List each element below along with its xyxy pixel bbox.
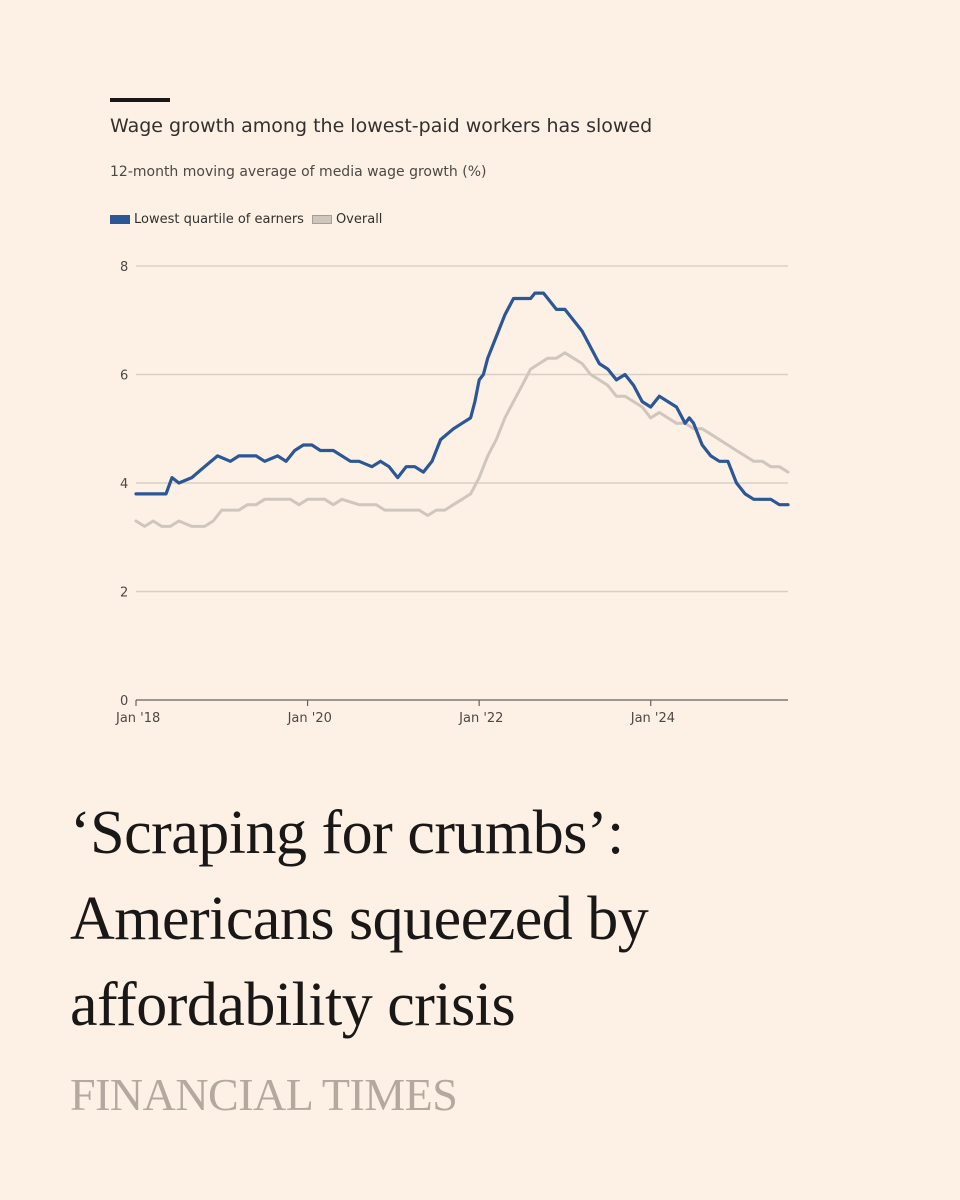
x-tick-label: Jan '22 bbox=[458, 711, 503, 726]
chart-subtitle: 12-month moving average of media wage gr… bbox=[110, 164, 487, 180]
legend-swatch-overall bbox=[311, 215, 332, 224]
y-tick-label: 4 bbox=[120, 477, 128, 492]
y-tick-label: 0 bbox=[120, 694, 128, 709]
x-tick-label: Jan '18 bbox=[115, 711, 160, 726]
series-line-overall bbox=[134, 351, 790, 528]
chart-legend: Lowest quartile of earners Overall bbox=[110, 212, 390, 227]
y-tick-label: 2 bbox=[120, 586, 128, 601]
series-line-lowest-quartile bbox=[134, 291, 790, 507]
y-tick-label: 8 bbox=[120, 260, 128, 275]
line-chart: 0 2 4 6 8 Jan '18 Jan '20 Jan '22 Jan '24 bbox=[115, 260, 790, 726]
chart-title: Wage growth among the lowest-paid worker… bbox=[110, 115, 653, 137]
legend-item-lowest-quartile: Lowest quartile of earners bbox=[110, 212, 304, 227]
x-tick-label: Jan '20 bbox=[287, 711, 332, 726]
legend-label-lowest-quartile: Lowest quartile of earners bbox=[134, 212, 304, 227]
legend-label-overall: Overall bbox=[335, 212, 383, 227]
chart-accent-bar bbox=[110, 98, 170, 102]
brand-logo-text: FINANCIAL TIMES bbox=[70, 1069, 458, 1120]
headline-line-3: affordability crisis bbox=[70, 971, 516, 1039]
legend-item-overall: Overall bbox=[311, 212, 383, 227]
headline-line-2: Americans squeezed by bbox=[70, 885, 649, 953]
x-tick-label: Jan '24 bbox=[630, 711, 675, 726]
headline: ‘Scraping for crumbs’: Americans squeeze… bbox=[70, 790, 910, 1048]
headline-line-1: ‘Scraping for crumbs’: bbox=[70, 799, 624, 867]
legend-swatch-lowest-quartile bbox=[110, 215, 130, 224]
y-tick-label: 6 bbox=[120, 369, 128, 384]
